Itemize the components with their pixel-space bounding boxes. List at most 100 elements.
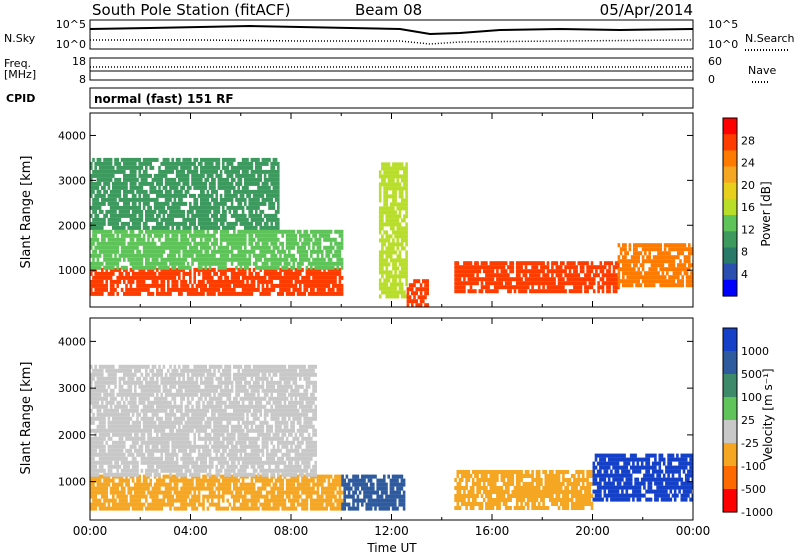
heatmap-cell — [385, 294, 389, 299]
heatmap-cell — [272, 482, 276, 487]
heatmap-cell — [529, 289, 532, 294]
heatmap-cell — [107, 506, 111, 511]
heatmap-cell — [261, 261, 265, 266]
heatmap-cell — [191, 249, 194, 254]
heatmap-cell — [182, 482, 185, 487]
heatmap-cell — [255, 193, 258, 198]
heatmap-cell — [314, 275, 317, 280]
heatmap-cell — [151, 275, 155, 280]
heatmap-cell — [230, 157, 234, 162]
heatmap-cell — [666, 279, 669, 284]
heatmap-cell — [164, 201, 168, 206]
heatmap-cell — [103, 388, 106, 393]
heatmap-cell — [138, 257, 141, 262]
heatmap-cell — [96, 460, 100, 465]
heatmap-cell — [96, 388, 100, 393]
heatmap-cell — [138, 181, 141, 186]
heatmap-cell — [590, 281, 594, 286]
heatmap-cell — [277, 205, 280, 210]
heatmap-cell — [160, 257, 163, 262]
heatmap-cell — [105, 261, 108, 266]
heatmap-cell — [597, 281, 600, 286]
heatmap-cell — [147, 261, 150, 266]
heatmap-cell — [169, 287, 172, 292]
heatmap-cell — [305, 486, 309, 491]
noise-tick-right-high: 10^5 — [708, 18, 738, 31]
heatmap-cell — [167, 217, 170, 222]
heatmap-cell — [624, 251, 627, 256]
heatmap-cell — [239, 279, 243, 284]
heatmap-cell — [131, 261, 135, 266]
heatmap-cell — [301, 478, 304, 483]
heatmap-cell — [222, 478, 225, 483]
heatmap-cell — [513, 277, 517, 282]
heatmap-cell — [248, 193, 251, 198]
heatmap-cell — [310, 253, 313, 258]
heatmap-cell — [204, 165, 207, 170]
heatmap-cell — [398, 282, 402, 287]
heatmap-cell — [378, 238, 382, 243]
heatmap-cell — [228, 193, 232, 198]
heatmap-cell — [389, 218, 393, 223]
heatmap-cell — [136, 189, 139, 194]
heatmap-cell — [672, 275, 676, 280]
heatmap-cell — [606, 277, 609, 282]
heatmap-cell — [134, 287, 137, 292]
heatmap-cell — [151, 237, 155, 242]
heatmap-cell — [101, 275, 104, 280]
heatmap-cell — [193, 279, 196, 284]
heatmap-cell — [138, 233, 141, 238]
heatmap-cell — [162, 494, 166, 499]
heatmap-cell — [392, 202, 395, 207]
heatmap-cell — [246, 173, 249, 178]
heatmap-cell — [127, 245, 130, 250]
heatmap-cell — [476, 265, 479, 270]
heatmap-cell — [195, 506, 199, 511]
heatmap-cell — [292, 498, 295, 503]
heatmap-cell — [237, 241, 240, 246]
heatmap-cell — [129, 161, 133, 166]
heatmap-cell — [394, 230, 397, 235]
heatmap-cell — [208, 161, 212, 166]
heatmap-cell — [250, 225, 254, 230]
heatmap-cell — [310, 287, 313, 292]
heatmap-cell — [94, 416, 97, 421]
heatmap-cell — [101, 237, 104, 242]
heatmap-cell — [655, 247, 658, 252]
heatmap-cell — [173, 177, 177, 182]
heatmap-cell — [112, 221, 115, 226]
heatmap-cell — [277, 209, 280, 214]
heatmap-cell — [239, 271, 243, 276]
heatmap-cell — [378, 250, 382, 255]
heatmap-cell — [193, 165, 196, 170]
heatmap-cell — [151, 502, 155, 507]
heatmap-cell — [215, 173, 218, 178]
heatmap-cell — [241, 482, 245, 487]
heatmap-cell — [274, 157, 278, 162]
heatmap-cell — [259, 217, 262, 222]
heatmap-cell — [149, 161, 152, 166]
heatmap-cell — [323, 478, 326, 483]
heatmap-cell — [182, 201, 185, 206]
heatmap-cell — [403, 182, 406, 187]
heatmap-cell — [666, 271, 669, 276]
heatmap-cell — [535, 273, 539, 278]
heatmap-cell — [392, 286, 395, 291]
heatmap-cell — [153, 482, 157, 487]
heatmap-cell — [224, 506, 227, 511]
heatmap-cell — [147, 229, 150, 234]
heatmap-cell — [255, 494, 258, 499]
heatmap-cell — [299, 237, 302, 242]
heatmap-cell — [109, 486, 113, 491]
heatmap-cell — [310, 478, 313, 483]
heatmap-cell — [378, 190, 382, 195]
heatmap-cell — [548, 277, 552, 282]
heatmap-cell — [167, 271, 170, 276]
heatmap-cell — [96, 205, 100, 210]
heatmap-cell — [127, 221, 130, 226]
heatmap-cell — [123, 161, 126, 166]
heatmap-cell — [316, 267, 320, 272]
heatmap-cell — [557, 269, 561, 274]
heatmap-cell — [164, 185, 168, 190]
heatmap-cell — [120, 253, 124, 258]
